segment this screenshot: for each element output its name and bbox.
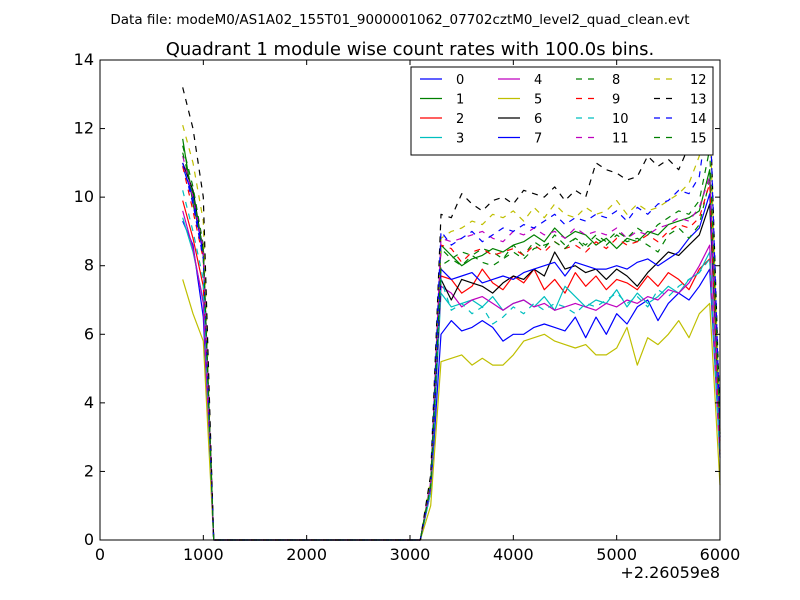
legend-label-8: 8 xyxy=(612,73,620,88)
legend-label-4: 4 xyxy=(534,73,542,88)
y-tick-label: 10 xyxy=(74,187,94,206)
x-offset-label: +2.26059e8 xyxy=(620,563,720,582)
x-tick-label: 0 xyxy=(95,545,105,564)
y-tick-label: 2 xyxy=(84,461,94,480)
series-line-5 xyxy=(182,279,721,541)
y-tick-label: 6 xyxy=(84,324,94,343)
legend-label-2: 2 xyxy=(456,112,464,127)
legend-label-6: 6 xyxy=(534,112,542,127)
axes-frame xyxy=(99,59,721,541)
legend-label-3: 3 xyxy=(456,132,464,147)
legend-label-14: 14 xyxy=(690,112,707,127)
legend-label-13: 13 xyxy=(690,93,707,108)
y-tick-label: 12 xyxy=(74,119,94,138)
y-tick-label: 14 xyxy=(74,50,94,69)
x-tick-label: 5000 xyxy=(596,545,637,564)
x-tick-label: 2000 xyxy=(286,545,327,564)
legend-label-9: 9 xyxy=(612,93,620,108)
x-tick-label: 4000 xyxy=(493,545,534,564)
y-tick-label: 8 xyxy=(84,256,94,275)
legend-label-11: 11 xyxy=(612,132,629,147)
y-tick-label: 0 xyxy=(84,530,94,549)
legend-label-10: 10 xyxy=(612,112,629,127)
legend-label-0: 0 xyxy=(456,73,464,88)
y-tick-label: 4 xyxy=(84,393,94,412)
figure-suptitle: Data file: modeM0/AS1A02_155T01_90000010… xyxy=(110,12,689,28)
legend-label-15: 15 xyxy=(690,132,707,147)
series-line-10 xyxy=(182,190,721,541)
series-line-14 xyxy=(182,100,721,541)
legend-label-1: 1 xyxy=(456,93,464,108)
series-line-8 xyxy=(182,145,721,541)
x-tick-label: 3000 xyxy=(390,545,431,564)
legend-label-5: 5 xyxy=(534,93,542,108)
x-tick-label: 6000 xyxy=(700,545,741,564)
legend-label-7: 7 xyxy=(534,132,542,147)
series-line-0 xyxy=(182,220,721,541)
series-layer xyxy=(182,87,721,541)
x-tick-label: 1000 xyxy=(183,545,224,564)
chart-title: Quadrant 1 module wise count rates with … xyxy=(166,39,655,60)
legend-label-12: 12 xyxy=(690,73,707,88)
legend-box xyxy=(410,66,714,156)
series-line-11 xyxy=(182,155,721,541)
